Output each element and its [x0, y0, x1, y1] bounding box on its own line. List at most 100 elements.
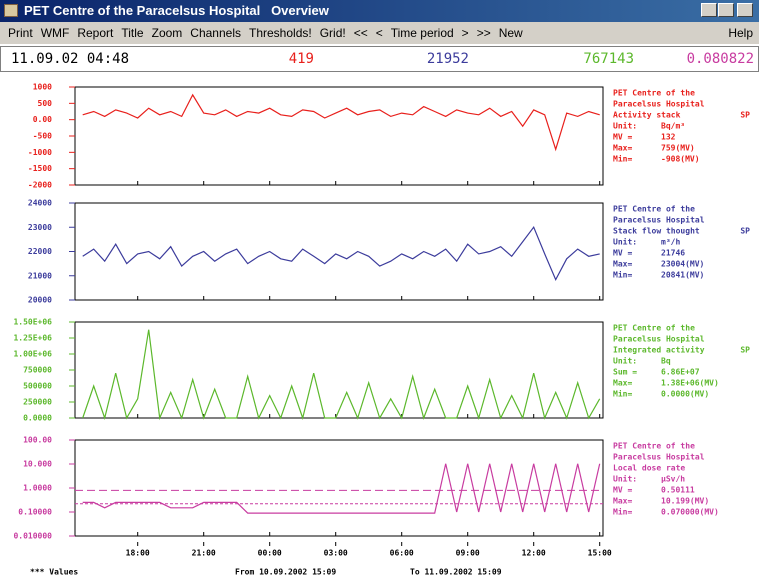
- app-icon: [4, 4, 18, 17]
- maximize-button[interactable]: [718, 3, 734, 17]
- y-tick-label: 750000: [23, 366, 52, 375]
- menu-item[interactable]: Grid!: [319, 26, 346, 40]
- info-key: MV =: [613, 249, 632, 258]
- y-tick-label: 250000: [23, 398, 52, 407]
- footer-from: From 10.09.2002 15:09: [235, 568, 336, 577]
- info-channel: Stack flow thought: [613, 227, 700, 236]
- y-tick-label: 1.00E+06: [13, 350, 52, 359]
- info-site: PET Centre of the: [613, 324, 695, 333]
- info-site: PET Centre of the: [613, 89, 695, 98]
- y-tick-label: 0.10000: [18, 508, 52, 517]
- info-value: 10.199(MV): [661, 497, 709, 506]
- info-tag: SP: [740, 111, 750, 120]
- menu-item[interactable]: >>: [476, 26, 491, 40]
- info-key: Min=: [613, 389, 632, 399]
- info-value: 21746: [661, 249, 685, 258]
- info-value: 20841(MV): [661, 271, 704, 280]
- info-key: Max=: [613, 144, 632, 153]
- menu-item[interactable]: <: [375, 26, 383, 40]
- y-tick-label: 1000: [33, 83, 52, 92]
- info-key: Unit:: [613, 356, 637, 366]
- info-channel: Integrated activity: [613, 345, 705, 355]
- y-tick-label: 23000: [28, 223, 52, 232]
- menu-item[interactable]: Zoom: [151, 26, 183, 40]
- y-tick-label: 24000: [28, 199, 52, 208]
- footer-legend: *** Values: [30, 568, 78, 577]
- info-key: Unit:: [613, 121, 637, 131]
- menu-item[interactable]: Report: [77, 26, 114, 40]
- info-key: Max=: [613, 497, 632, 506]
- plot-frame: [74, 86, 604, 186]
- x-tick-label: 06:00: [390, 549, 414, 558]
- x-tick-label: 09:00: [456, 549, 480, 558]
- x-tick-label: 18:00: [126, 549, 150, 558]
- minimize-button[interactable]: [701, 3, 717, 17]
- info-value: 1.38E+06(MV): [661, 379, 719, 388]
- menu-item[interactable]: Title: [121, 26, 144, 40]
- info-value: Bq: [661, 357, 671, 366]
- plot-frame: [74, 202, 604, 301]
- title-bar: PET Centre of the Paracelsus Hospital Ov…: [0, 0, 759, 22]
- plot-frame: [74, 439, 604, 537]
- y-tick-label: -1500: [28, 164, 52, 173]
- status-reading: 0.080822: [686, 51, 754, 67]
- status-reading: 767143: [583, 51, 634, 67]
- footer-to: To 11.09.2002 15:09: [410, 568, 502, 577]
- info-tag: SP: [740, 346, 750, 355]
- info-key: MV =: [613, 486, 632, 495]
- info-site: PET Centre of the: [613, 205, 695, 214]
- menu-item[interactable]: >: [461, 26, 469, 40]
- x-tick-label: 21:00: [192, 549, 216, 558]
- y-tick-label: 500000: [23, 382, 52, 391]
- info-value: 0.50111: [661, 486, 695, 495]
- menu-item[interactable]: Thresholds!: [249, 26, 312, 40]
- x-tick-label: 12:00: [522, 549, 546, 558]
- info-key: Max=: [613, 379, 632, 388]
- info-value: 0.070000(MV): [661, 508, 719, 517]
- info-key: Min=: [613, 270, 632, 280]
- menu-item[interactable]: WMF: [40, 26, 70, 40]
- y-tick-label: 1.25E+06: [13, 334, 52, 343]
- y-tick-label: 10.000: [23, 460, 52, 469]
- status-reading: 419: [288, 51, 314, 67]
- info-value: 132: [661, 133, 676, 142]
- y-tick-label: 1.50E+06: [13, 318, 52, 327]
- series-line: [82, 225, 600, 281]
- charts: 1000 500 0.00 -500 -1000 -1500 -2000 PET Centre…: [13, 83, 750, 577]
- info-channel: Local dose rate: [613, 464, 685, 473]
- y-tick-label: -500: [33, 132, 52, 141]
- series-line: [82, 329, 601, 421]
- info-tag: SP: [740, 227, 750, 236]
- menu-item[interactable]: Channels: [190, 26, 241, 40]
- menu-item[interactable]: New: [498, 26, 523, 40]
- window-title: PET Centre of the Paracelsus Hospital Ov…: [24, 3, 329, 18]
- info-key: Min=: [613, 507, 632, 517]
- info-value: 759(MV): [661, 144, 695, 153]
- menu-help[interactable]: Help: [728, 26, 753, 40]
- info-key: Unit:: [613, 474, 637, 484]
- info-key: Unit:: [613, 237, 637, 247]
- info-site: Paracelsus Hospital: [613, 452, 705, 462]
- y-tick-label: 21000: [28, 271, 52, 280]
- info-channel: Activity stack: [613, 110, 681, 120]
- menu-item[interactable]: Time period: [390, 26, 454, 40]
- y-tick-label: -2000: [28, 181, 52, 190]
- info-value: Bq/m³: [661, 122, 685, 131]
- info-key: Min=: [613, 154, 632, 164]
- series-line: [82, 463, 601, 514]
- y-tick-label: 22000: [28, 247, 52, 256]
- status-datetime: 11.09.02 04:48: [11, 51, 130, 67]
- x-tick-label: 00:00: [258, 549, 282, 558]
- info-value: m³/h: [661, 238, 680, 247]
- info-key: Max=: [613, 260, 632, 269]
- info-site: Paracelsus Hospital: [613, 99, 705, 109]
- menu-item[interactable]: Print: [8, 26, 33, 40]
- menu-bar: Print WMF Report Title Zoom Channels Threshold…: [0, 22, 759, 44]
- info-site: Paracelsus Hospital: [613, 334, 705, 344]
- close-button[interactable]: [737, 3, 753, 17]
- status-reading: 21952: [426, 51, 469, 67]
- menu-item[interactable]: <<: [353, 26, 368, 40]
